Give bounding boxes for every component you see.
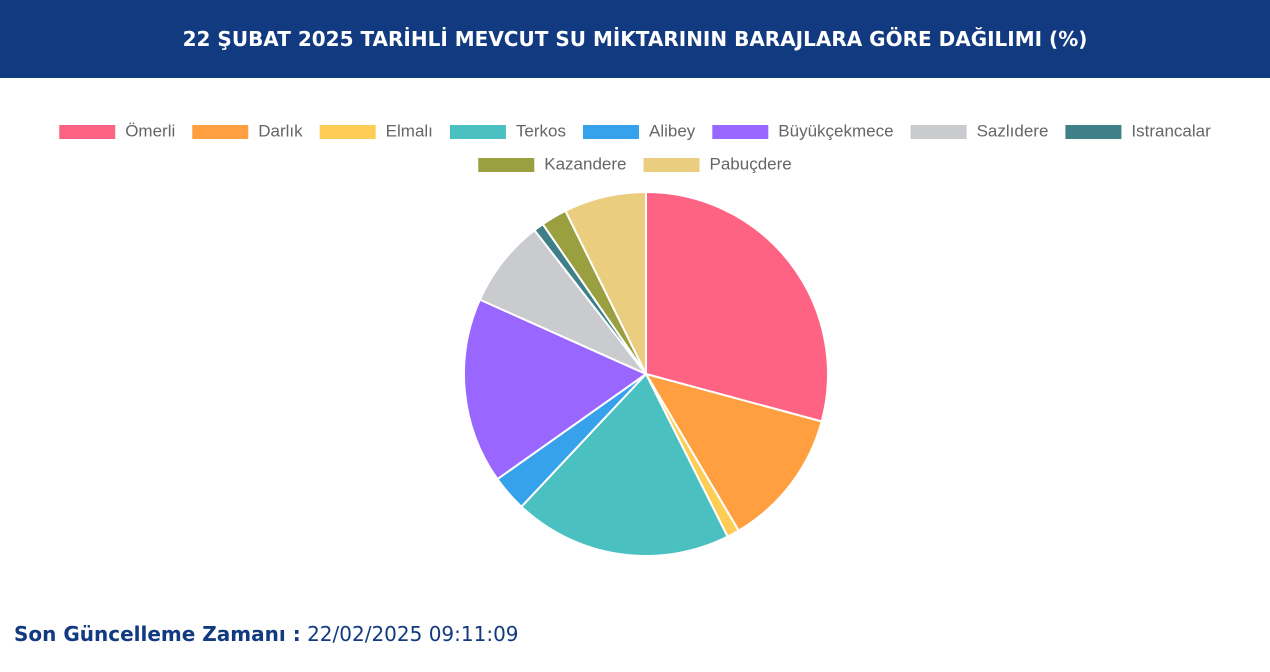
legend-swatch xyxy=(1065,125,1122,139)
pie-slice xyxy=(645,190,829,423)
legend-swatch xyxy=(319,125,376,139)
legend-swatch xyxy=(910,125,967,139)
legend-swatch xyxy=(643,158,700,172)
pie-slice xyxy=(519,372,729,557)
legend-label: Darlık xyxy=(258,121,303,140)
legend-label: Ömerli xyxy=(125,121,175,140)
legend-swatch xyxy=(478,158,535,172)
legend-swatch xyxy=(449,125,506,139)
legend-label: Sazlıdere xyxy=(977,121,1049,140)
header-title: 22 ŞUBAT 2025 TARİHLİ MEVCUT SU MİKTARIN… xyxy=(0,0,1270,78)
legend-label: Elmalı xyxy=(386,121,433,140)
legend-label: Pabuçdere xyxy=(710,154,792,173)
pie-slice xyxy=(643,372,823,533)
legend-label: Kazandere xyxy=(544,154,626,173)
legend-label: Terkos xyxy=(516,121,566,140)
footer-label: Son Güncelleme Zamanı : xyxy=(14,622,301,646)
legend-label: Büyükçekmece xyxy=(778,121,893,140)
legend-label: Alibey xyxy=(649,121,696,140)
pie-slice xyxy=(564,190,647,375)
legend-label: Istrancalar xyxy=(1131,121,1211,140)
legend-swatch xyxy=(59,125,116,139)
footer: Son Güncelleme Zamanı : 22/02/2025 09:11… xyxy=(14,622,519,646)
legend-swatch xyxy=(192,125,249,139)
legend-swatch xyxy=(712,125,769,139)
legend-swatch xyxy=(582,125,639,139)
chart: Ömerli Darlık Elmalı Terkos Alibey Büyükçekme… xyxy=(59,121,1211,557)
footer-value: 22/02/2025 09:11:09 xyxy=(307,622,519,646)
pie-slice xyxy=(463,298,649,481)
